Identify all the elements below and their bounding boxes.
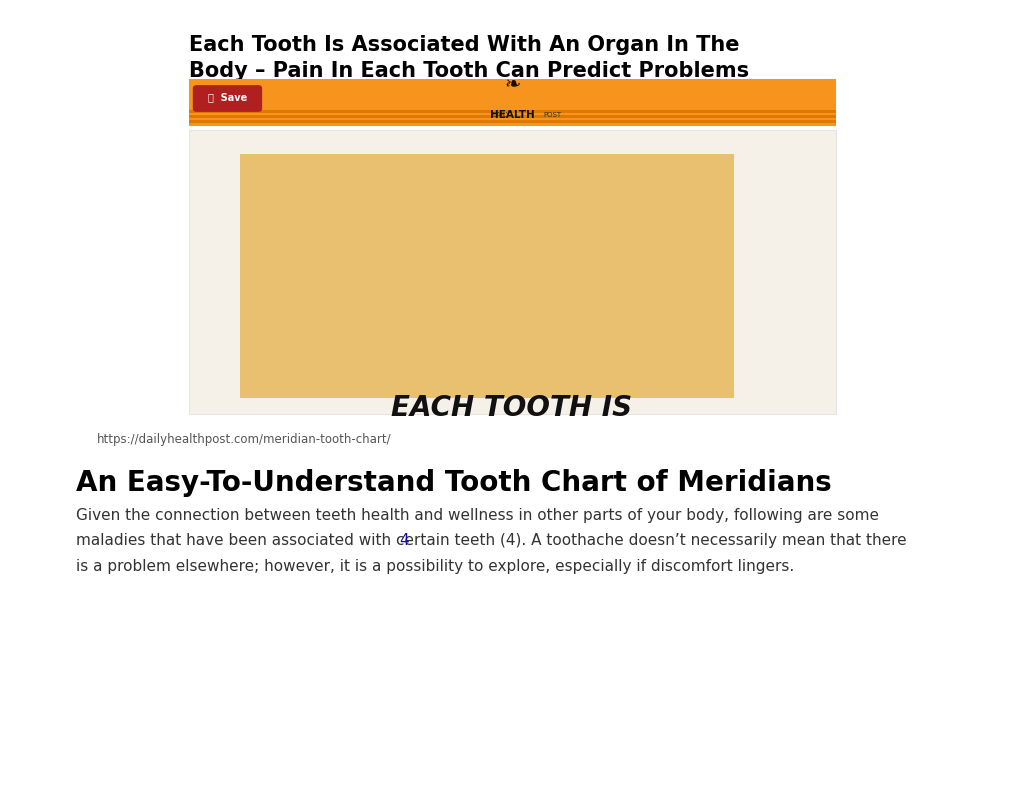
Bar [189, 130, 836, 414]
Text: DAILY: DAILY [491, 112, 510, 118]
Text: An Easy-To-Understand Tooth Chart of Meridians: An Easy-To-Understand Tooth Chart of Mer… [76, 469, 832, 497]
Text: https://dailyhealthpost.com/meridian-tooth-chart/: https://dailyhealthpost.com/meridian-too… [97, 433, 391, 446]
Bar [189, 110, 836, 113]
Text: POST: POST [543, 112, 560, 118]
Text: is a problem elsewhere; however, it is a possibility to explore, especially if d: is a problem elsewhere; however, it is a… [76, 559, 794, 574]
Bar [189, 120, 836, 123]
Text: Given the connection between teeth health and wellness in other parts of your bo: Given the connection between teeth healt… [76, 508, 878, 523]
Text: Each Tooth Is Associated With An Organ In The
Body – Pain In Each Tooth Can Pred: Each Tooth Is Associated With An Organ I… [189, 35, 748, 106]
Bar [189, 79, 836, 126]
Text: ❧: ❧ [503, 76, 521, 95]
Text: HEALTH: HEALTH [490, 110, 534, 120]
Bar [239, 154, 734, 398]
Bar [189, 115, 836, 118]
Text: EACH TOOTH IS: EACH TOOTH IS [391, 393, 632, 422]
FancyBboxPatch shape [193, 85, 262, 112]
Text: 4: 4 [398, 533, 409, 548]
Text: maladies that have been associated with certain teeth (4). A toothache doesn’t n: maladies that have been associated with … [76, 533, 906, 548]
Text: Ⓟ  Save: Ⓟ Save [208, 92, 247, 102]
